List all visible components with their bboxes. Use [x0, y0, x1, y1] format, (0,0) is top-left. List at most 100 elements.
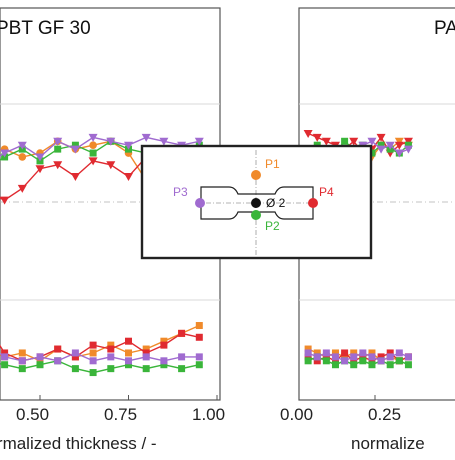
- data-point: [1, 349, 9, 357]
- series-line: [0, 136, 200, 158]
- data-point: [395, 357, 403, 365]
- data-point: [160, 361, 168, 369]
- data-point: [89, 149, 97, 157]
- left-x-tick-label: 1.00: [192, 405, 226, 424]
- data-point: [18, 365, 26, 373]
- data-point: [106, 137, 116, 146]
- data-point: [349, 137, 359, 146]
- data-point: [88, 157, 98, 166]
- data-point: [107, 353, 115, 361]
- data-point: [359, 357, 367, 365]
- data-point: [71, 141, 79, 149]
- data-point: [18, 349, 26, 357]
- probe-marker: [308, 198, 318, 208]
- data-point: [385, 141, 395, 150]
- data-point: [403, 145, 413, 154]
- probe-p4-label: P4: [319, 185, 334, 199]
- data-point: [195, 333, 203, 341]
- data-point: [160, 341, 168, 349]
- data-point: [89, 341, 97, 349]
- data-point: [194, 137, 204, 146]
- data-point: [303, 129, 313, 138]
- data-point: [350, 357, 358, 365]
- data-point: [304, 349, 312, 357]
- data-point: [368, 357, 376, 365]
- data-point: [142, 365, 150, 373]
- probe-p3-label: P3: [173, 185, 188, 199]
- right-panel-title: PA: [434, 18, 455, 39]
- data-point: [359, 353, 367, 361]
- data-point: [341, 353, 349, 361]
- data-point: [36, 361, 44, 369]
- data-point: [377, 353, 385, 361]
- data-point: [36, 353, 44, 361]
- probe-p2-label: P2: [265, 219, 280, 233]
- specimen-center-marker: [251, 198, 261, 208]
- data-point: [36, 357, 44, 365]
- data-point: [159, 137, 169, 146]
- data-point: [178, 353, 186, 361]
- data-point: [322, 353, 330, 361]
- data-point: [195, 322, 203, 330]
- data-point: [54, 357, 62, 365]
- data-point: [125, 361, 132, 369]
- data-point: [377, 357, 385, 365]
- data-point: [71, 349, 79, 357]
- data-point: [0, 196, 10, 205]
- data-point: [160, 337, 168, 345]
- data-point: [304, 353, 312, 361]
- data-point: [89, 141, 97, 149]
- data-point: [18, 357, 26, 365]
- data-point: [1, 361, 9, 369]
- data-point: [89, 349, 97, 357]
- data-point: [386, 361, 394, 369]
- data-point: [17, 141, 27, 150]
- data-point: [107, 345, 115, 353]
- data-point: [125, 337, 132, 345]
- data-point: [54, 345, 62, 353]
- probe-p1-label: P1: [265, 157, 280, 171]
- data-point: [359, 349, 367, 357]
- data-point: [386, 353, 394, 361]
- data-point: [368, 353, 376, 361]
- data-point: [376, 145, 386, 154]
- data-point: [70, 173, 80, 182]
- data-point: [341, 357, 349, 365]
- data-point: [331, 361, 339, 369]
- specimen-outline: [200, 186, 314, 220]
- right-x-axis-label: normalize: [351, 434, 425, 453]
- data-point: [142, 353, 150, 361]
- data-point: [106, 161, 116, 170]
- data-point: [35, 165, 45, 174]
- data-point: [321, 137, 331, 146]
- diameter-label: Ø 2: [266, 196, 286, 210]
- data-point: [88, 133, 98, 142]
- data-point: [195, 353, 203, 361]
- data-point: [142, 345, 150, 353]
- data-point: [341, 349, 349, 357]
- data-point: [350, 361, 358, 369]
- data-point: [125, 349, 132, 357]
- data-point: [35, 153, 45, 162]
- data-point: [71, 353, 79, 361]
- left-panel-title: PBT GF 30: [0, 18, 91, 39]
- data-point: [53, 137, 63, 146]
- data-point: [331, 349, 339, 357]
- data-point: [313, 353, 321, 361]
- data-point: [53, 161, 63, 170]
- data-point: [368, 349, 376, 357]
- data-point: [124, 173, 133, 182]
- data-point: [350, 349, 358, 357]
- left-x-tick-label: 0.75: [104, 405, 138, 424]
- data-point: [107, 365, 115, 373]
- data-point: [395, 349, 403, 357]
- data-point: [313, 357, 321, 365]
- left-x-axis-label: normalized thickness / -: [0, 434, 157, 453]
- data-point: [304, 345, 312, 353]
- data-point: [404, 353, 412, 361]
- data-point: [1, 353, 9, 361]
- data-point: [124, 141, 133, 150]
- data-point: [107, 341, 115, 349]
